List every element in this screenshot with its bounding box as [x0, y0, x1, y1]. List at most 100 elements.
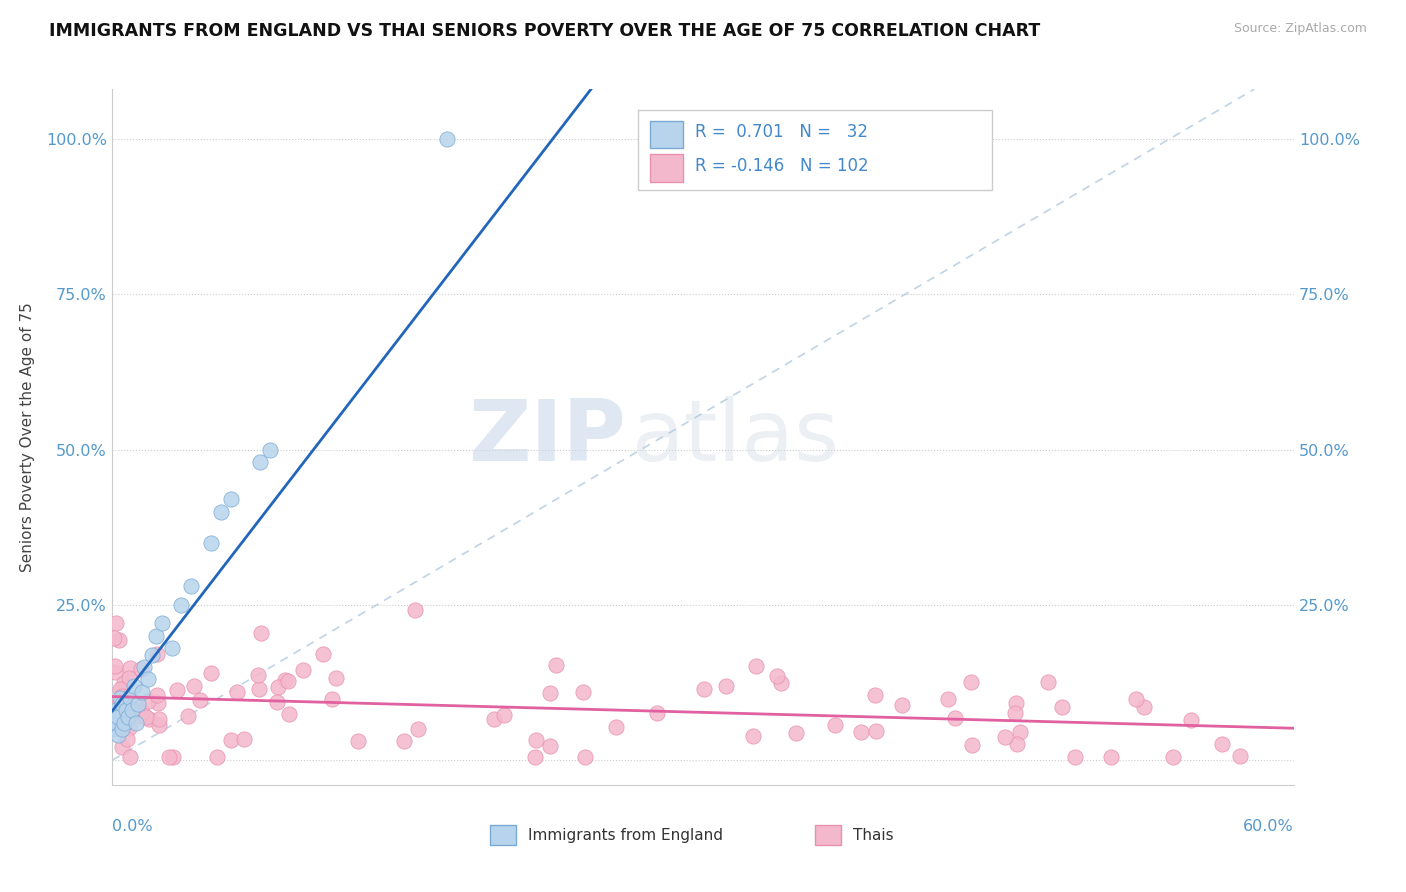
Point — [219, 733, 242, 747]
Point — [141, 648, 163, 662]
Point — [160, 641, 183, 656]
Text: atlas: atlas — [633, 395, 841, 479]
Point — [266, 695, 288, 709]
Point — [692, 681, 714, 696]
Point — [103, 722, 125, 736]
Point — [111, 682, 134, 697]
Point — [824, 718, 846, 732]
Point — [122, 679, 145, 693]
Point — [136, 694, 159, 708]
Point — [1133, 699, 1156, 714]
Point — [863, 688, 886, 702]
Point — [960, 739, 983, 753]
Point — [538, 686, 561, 700]
Point — [177, 709, 200, 723]
Point — [936, 691, 959, 706]
Point — [110, 690, 132, 705]
Point — [1064, 750, 1087, 764]
Point — [1036, 674, 1059, 689]
Point — [107, 728, 129, 742]
Text: R =  0.701   N =   32: R = 0.701 N = 32 — [695, 123, 868, 141]
Point — [108, 633, 131, 648]
Point — [392, 733, 415, 747]
Point — [1125, 692, 1147, 706]
Point — [1008, 724, 1031, 739]
Point — [146, 647, 169, 661]
Point — [124, 698, 146, 713]
Point — [524, 750, 547, 764]
Point — [960, 675, 983, 690]
Text: R = -0.146   N = 102: R = -0.146 N = 102 — [695, 157, 869, 175]
Point — [166, 683, 188, 698]
Point — [1099, 750, 1122, 764]
Point — [538, 739, 561, 754]
Point — [115, 732, 138, 747]
Point — [943, 710, 966, 724]
Point — [104, 615, 127, 630]
Text: Source: ZipAtlas.com: Source: ZipAtlas.com — [1233, 22, 1367, 36]
Point — [131, 685, 153, 699]
Point — [105, 715, 128, 730]
Point — [132, 660, 155, 674]
Point — [131, 705, 153, 719]
Point — [121, 703, 143, 717]
Point — [107, 699, 129, 714]
Text: Immigrants from England: Immigrants from England — [529, 828, 723, 843]
Point — [138, 712, 160, 726]
Point — [645, 706, 668, 720]
Point — [148, 712, 170, 726]
Point — [249, 625, 271, 640]
Point — [292, 663, 315, 677]
Point — [274, 673, 297, 688]
Point — [232, 732, 254, 747]
Point — [112, 715, 135, 730]
Point — [111, 722, 134, 736]
Point — [200, 535, 222, 549]
Point — [219, 492, 242, 507]
Point — [226, 685, 249, 699]
Point — [247, 682, 270, 697]
Text: 0.0%: 0.0% — [112, 819, 153, 834]
Point — [482, 712, 505, 726]
Point — [249, 455, 271, 469]
Point — [111, 740, 134, 755]
Point — [1211, 737, 1233, 751]
Point — [745, 659, 768, 673]
Point — [209, 505, 232, 519]
Point — [129, 663, 152, 677]
Point — [200, 665, 222, 680]
Point — [136, 673, 159, 687]
Point — [112, 675, 135, 690]
Point — [103, 697, 125, 711]
Point — [605, 720, 627, 734]
Point — [1004, 706, 1026, 720]
Point — [170, 598, 193, 612]
Point — [1229, 748, 1251, 763]
Point — [145, 688, 167, 702]
Point — [104, 665, 127, 680]
Point — [267, 680, 290, 694]
Point — [107, 709, 129, 723]
Point — [135, 710, 157, 724]
Bar — [650, 154, 683, 182]
Point — [277, 674, 299, 689]
Point — [891, 698, 914, 712]
Y-axis label: Seniors Poverty Over the Age of 75: Seniors Poverty Over the Age of 75 — [20, 302, 35, 572]
Bar — [815, 824, 841, 846]
Text: IMMIGRANTS FROM ENGLAND VS THAI SENIORS POVERTY OVER THE AGE OF 75 CORRELATION C: IMMIGRANTS FROM ENGLAND VS THAI SENIORS … — [49, 22, 1040, 40]
Point — [110, 693, 132, 707]
Point — [994, 730, 1017, 744]
Point — [118, 721, 141, 735]
Point — [347, 734, 370, 748]
Point — [115, 703, 138, 717]
Point — [546, 657, 568, 672]
Point — [148, 717, 170, 731]
Point — [572, 685, 595, 699]
Point — [183, 679, 205, 693]
Point — [125, 715, 148, 730]
Point — [120, 690, 142, 705]
Point — [259, 442, 281, 457]
Point — [849, 725, 872, 739]
Point — [111, 697, 134, 711]
Point — [105, 703, 128, 717]
